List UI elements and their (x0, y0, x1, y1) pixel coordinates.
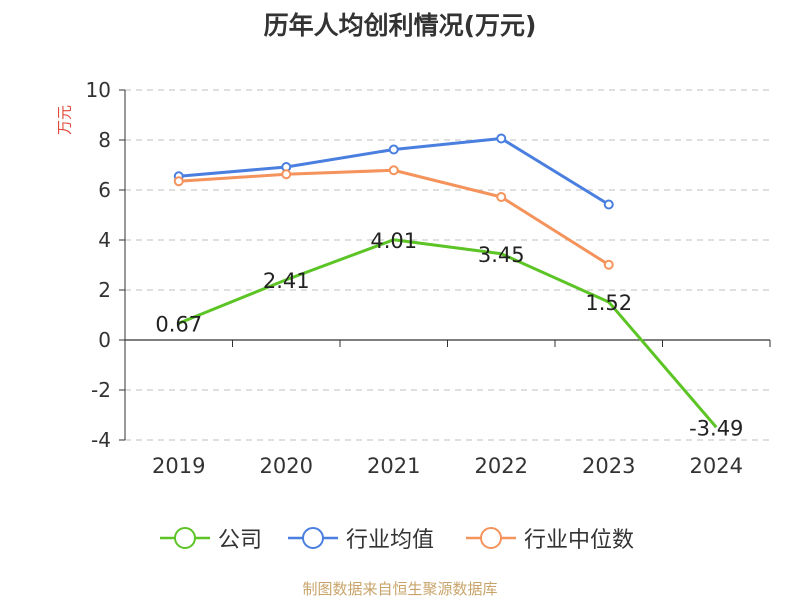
axes: 10 8 6 4 2 0 -2 -4 2019 2020 2021 2022 2023 2024 (86, 78, 771, 478)
legend-label: 公司 (218, 528, 263, 553)
grid-lines (125, 89, 770, 441)
legend-marker-icon (466, 527, 516, 549)
data-label: -3.49 (689, 416, 743, 440)
legend-marker-circle (302, 527, 324, 549)
y-tick-label: -4 (91, 428, 111, 452)
legend-marker-icon (160, 527, 210, 549)
legend-item[interactable]: 行业均值 (288, 518, 434, 558)
x-tick-label: 2019 (152, 454, 205, 478)
x-tick-label: 2023 (582, 454, 635, 478)
legend-marker-circle (174, 527, 196, 549)
chart-title: 历年人均创利情况(万元) (263, 11, 537, 40)
data-point (281, 169, 292, 180)
data-label: 0.67 (155, 312, 202, 336)
data-label: 2.41 (263, 269, 310, 293)
x-tick-label: 2022 (475, 454, 528, 478)
data-labels: 0.67 2.41 4.01 3.45 1.52 -3.49 (155, 229, 743, 441)
data-point (388, 144, 399, 155)
series-line-0 (178, 238, 718, 429)
data-label: 1.52 (585, 291, 632, 315)
y-tick-label: 10 (86, 78, 111, 102)
legend-item[interactable]: 公司 (160, 518, 262, 558)
y-tick-label: 0 (98, 328, 111, 352)
legend-label: 行业均值 (346, 528, 435, 553)
data-label: 3.45 (478, 243, 525, 267)
legend-label: 行业中位数 (524, 528, 635, 553)
data-label: 4.01 (370, 229, 417, 253)
legend-marker-circle (480, 527, 502, 549)
data-point (173, 176, 184, 187)
y-tick-label: 2 (98, 278, 111, 302)
x-tick-label: 2024 (690, 454, 743, 478)
y-tick-label: 4 (98, 228, 111, 252)
series-lines (173, 133, 718, 429)
source-note: 制图数据来自恒生聚源数据库 (302, 580, 498, 598)
x-tick-label: 2020 (260, 454, 313, 478)
data-point (603, 259, 614, 270)
x-tick-label: 2021 (367, 454, 420, 478)
legend-item[interactable]: 行业中位数 (466, 518, 634, 558)
legend: 公司 行业均值 行业中位数 (0, 518, 800, 558)
y-tick-label: -2 (91, 378, 111, 402)
legend-marker-icon (288, 527, 338, 549)
y-tick-label: 8 (98, 128, 111, 152)
y-tick-label: 6 (98, 178, 111, 202)
data-point (496, 192, 507, 202)
data-point (496, 133, 507, 144)
data-point (603, 199, 614, 210)
data-point (388, 165, 399, 176)
